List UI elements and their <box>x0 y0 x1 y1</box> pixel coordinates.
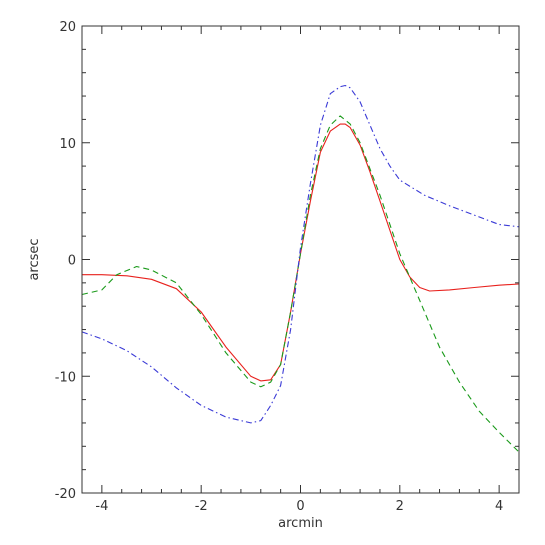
x-tick-label: -2 <box>195 499 208 514</box>
series-line-dashdot-blue <box>81 84 520 424</box>
y-tick-label: 0 <box>68 254 76 269</box>
y-tick-label: 10 <box>59 137 76 152</box>
y-axis-label: arcsec <box>27 238 42 280</box>
x-tick-label: 0 <box>296 499 304 514</box>
x-tick-label: 2 <box>396 499 404 514</box>
series-line-dashed-green <box>81 115 520 453</box>
x-axis-label: arcmin <box>278 516 323 531</box>
y-tick-label: -20 <box>55 487 76 502</box>
x-tick-label: 4 <box>495 499 503 514</box>
plot-frame <box>81 25 520 494</box>
plot-area <box>81 84 520 453</box>
y-tick-label: 20 <box>59 20 76 35</box>
series-line-solid-red <box>82 123 520 382</box>
y-tick-label: -10 <box>55 370 76 385</box>
x-tick-label: -4 <box>95 499 108 514</box>
